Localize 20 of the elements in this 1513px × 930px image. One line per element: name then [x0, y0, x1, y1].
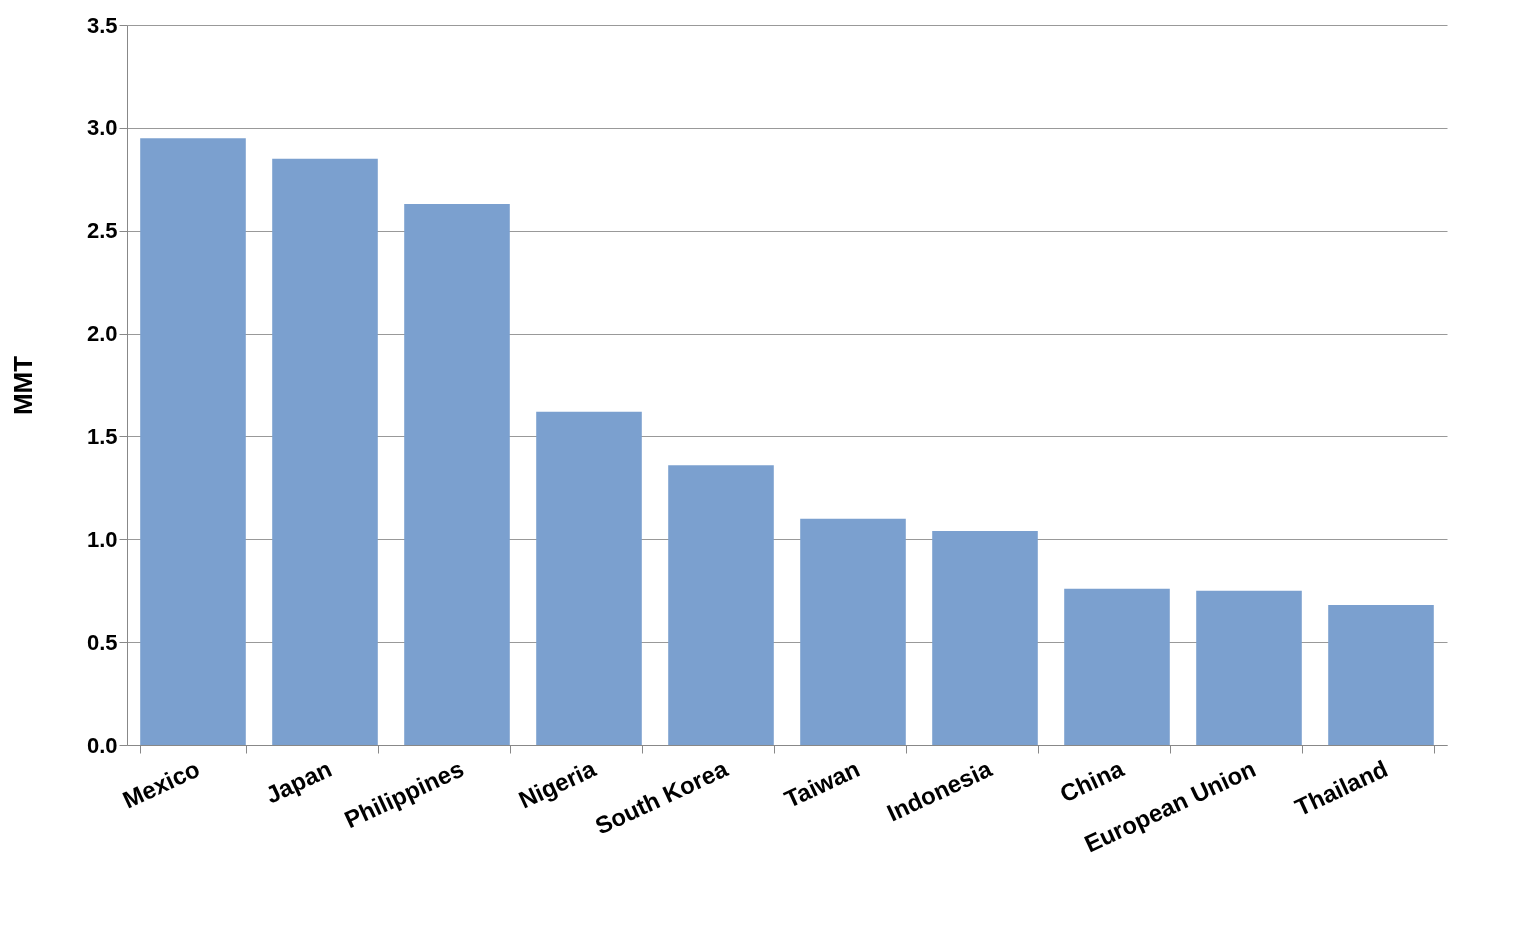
- bar: [800, 518, 906, 745]
- bar: [1064, 588, 1170, 745]
- y-tick-label: 0.5: [86, 629, 118, 655]
- bar: [140, 138, 246, 745]
- bar: [668, 465, 774, 745]
- y-tick-label: 3.5: [86, 12, 118, 38]
- bar: [272, 158, 378, 745]
- y-axis-title: MMT: [7, 355, 38, 416]
- bar: [1196, 590, 1302, 745]
- bar: [1328, 605, 1434, 745]
- y-tick-label: 0.0: [86, 732, 118, 758]
- y-tick-label: 2.5: [86, 218, 118, 244]
- x-tick-label: Japan: [261, 754, 336, 809]
- y-tick-label: 3.0: [86, 115, 118, 141]
- bar: [932, 531, 1038, 745]
- y-tick-label: 1.0: [86, 526, 118, 552]
- bar: [536, 411, 642, 745]
- y-tick-label: 2.0: [86, 321, 118, 347]
- bar: [404, 203, 510, 745]
- y-tick-label: 1.5: [86, 423, 118, 449]
